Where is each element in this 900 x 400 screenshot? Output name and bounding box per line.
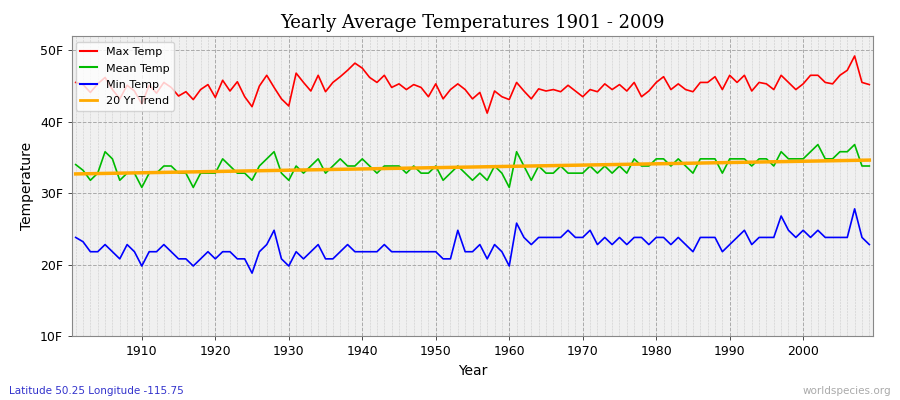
Legend: Max Temp, Mean Temp, Min Temp, 20 Yr Trend: Max Temp, Mean Temp, Min Temp, 20 Yr Tre…: [76, 42, 174, 111]
Text: worldspecies.org: worldspecies.org: [803, 386, 891, 396]
Title: Yearly Average Temperatures 1901 - 2009: Yearly Average Temperatures 1901 - 2009: [280, 14, 665, 32]
Text: Latitude 50.25 Longitude -115.75: Latitude 50.25 Longitude -115.75: [9, 386, 184, 396]
X-axis label: Year: Year: [458, 364, 487, 378]
Y-axis label: Temperature: Temperature: [21, 142, 34, 230]
